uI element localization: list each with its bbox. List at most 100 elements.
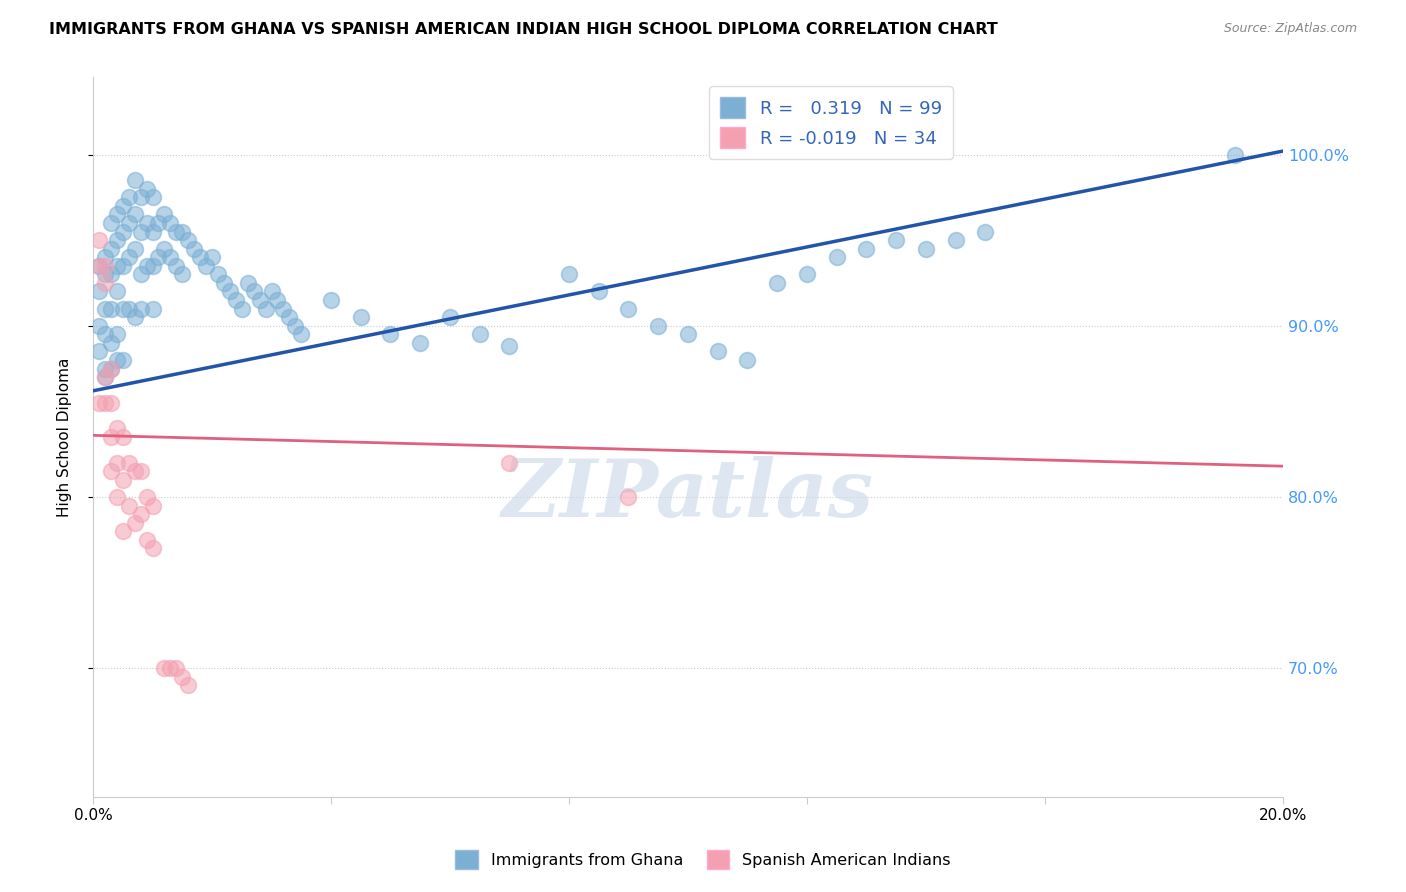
Point [105,233,128,247]
Point [260,285,283,299]
Point [94,396,117,410]
Point [706,344,728,359]
Point [124,207,146,221]
Point [100,216,122,230]
Point [273,301,295,316]
Point [87,396,110,410]
Point [118,301,141,316]
Point [945,233,967,247]
Point [94,370,117,384]
Point [915,242,938,256]
Point [94,250,117,264]
Point [183,242,205,256]
Point [87,259,110,273]
Point [111,473,134,487]
Point [737,353,759,368]
Point [129,268,152,282]
Point [129,301,152,316]
Point [177,678,200,692]
Point [135,490,157,504]
Point [207,268,229,282]
Point [105,207,128,221]
Point [141,259,163,273]
Point [855,242,877,256]
Point [87,259,110,273]
Point [588,285,610,299]
Point [141,499,163,513]
Point [350,310,373,325]
Point [177,233,200,247]
Point [439,310,461,325]
Point [87,344,110,359]
Point [100,361,122,376]
Point [111,353,134,368]
Point [766,276,789,290]
Point [129,464,152,478]
Point [195,259,218,273]
Point [319,293,342,307]
Point [165,225,187,239]
Point [201,250,224,264]
Point [118,216,141,230]
Point [111,259,134,273]
Point [647,318,669,333]
Point [105,353,128,368]
Point [498,456,520,470]
Point [124,516,146,530]
Point [105,327,128,342]
Point [231,301,253,316]
Point [124,173,146,187]
Point [87,233,110,247]
Point [825,250,848,264]
Text: IMMIGRANTS FROM GHANA VS SPANISH AMERICAN INDIAN HIGH SCHOOL DIPLOMA CORRELATION: IMMIGRANTS FROM GHANA VS SPANISH AMERICA… [49,22,998,37]
Point [159,250,181,264]
Point [249,293,271,307]
Point [111,301,134,316]
Point [212,276,235,290]
Point [100,464,122,478]
Point [135,216,157,230]
Point [94,327,117,342]
Legend: R =   0.319   N = 99, R = -0.019   N = 34: R = 0.319 N = 99, R = -0.019 N = 34 [709,87,953,159]
Point [278,310,301,325]
Point [380,327,402,342]
Point [129,225,152,239]
Point [796,268,818,282]
Point [87,318,110,333]
Point [87,285,110,299]
Point [105,285,128,299]
Point [153,242,176,256]
Point [141,225,163,239]
Point [617,490,640,504]
Point [218,285,240,299]
Text: Source: ZipAtlas.com: Source: ZipAtlas.com [1223,22,1357,36]
Point [165,259,187,273]
Point [100,430,122,444]
Legend: Immigrants from Ghana, Spanish American Indians: Immigrants from Ghana, Spanish American … [449,844,957,875]
Point [124,464,146,478]
Point [105,259,128,273]
Point [94,268,117,282]
Point [100,335,122,350]
Point [135,182,157,196]
Point [468,327,491,342]
Point [118,499,141,513]
Point [172,670,194,684]
Point [141,190,163,204]
Point [159,661,181,675]
Point [129,190,152,204]
Point [100,268,122,282]
Point [148,250,170,264]
Point [172,225,194,239]
Point [94,259,117,273]
Point [111,524,134,539]
Point [558,268,581,282]
Point [884,233,907,247]
Point [135,533,157,547]
Point [617,301,640,316]
Point [111,199,134,213]
Point [498,339,520,353]
Point [105,490,128,504]
Point [135,259,157,273]
Point [118,250,141,264]
